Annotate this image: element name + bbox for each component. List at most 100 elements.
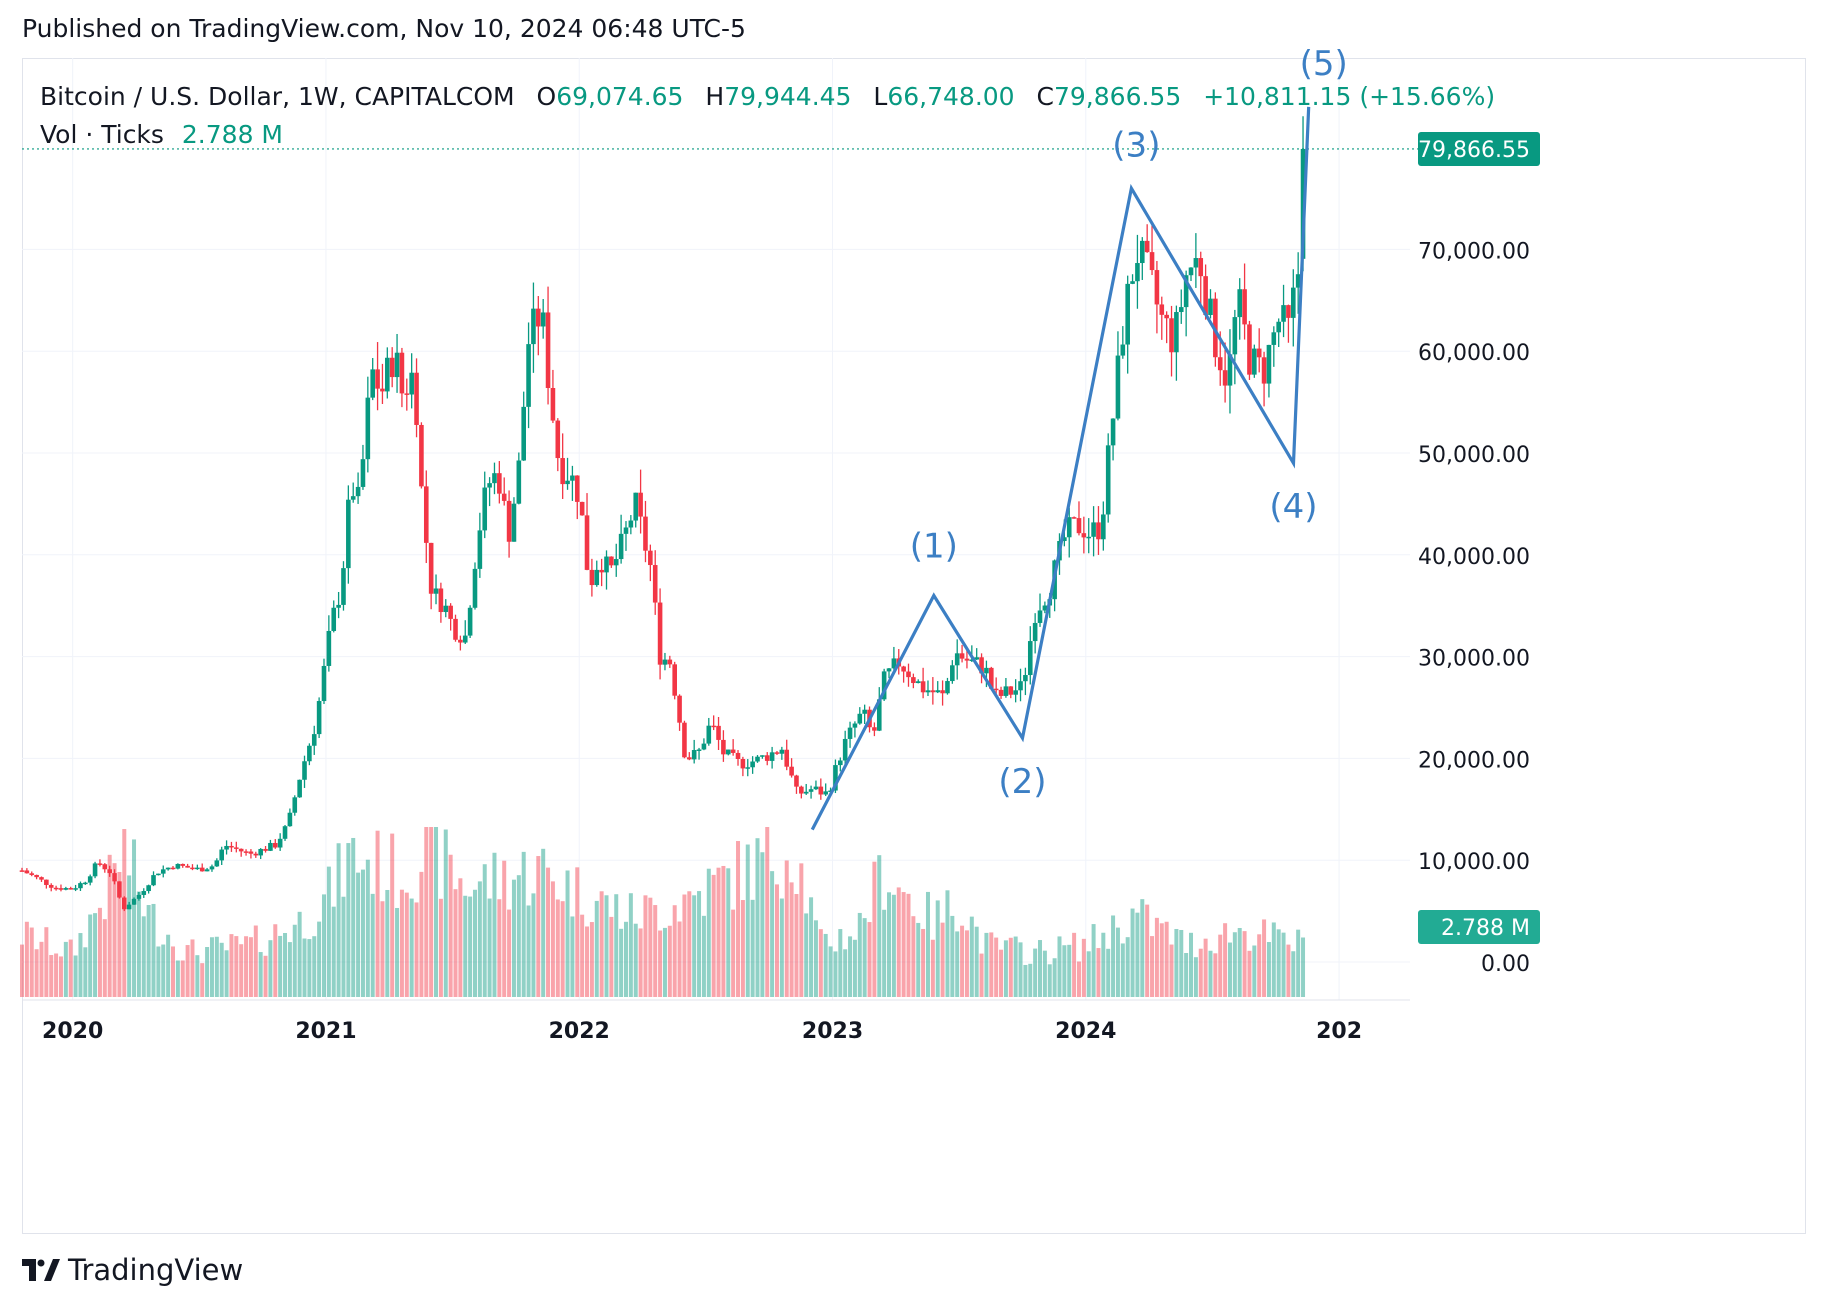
volume-bar [326, 866, 331, 997]
candle-body [506, 500, 512, 542]
candle-body [112, 873, 117, 882]
candle-body [1003, 686, 1009, 696]
candle-body [1208, 298, 1213, 315]
candle-body [799, 786, 804, 794]
candle-body [307, 745, 312, 762]
volume-bar [502, 860, 507, 997]
volume-bar [1067, 944, 1072, 997]
volume-bar [448, 854, 453, 997]
volume-bar [283, 933, 288, 997]
volume-bar [1101, 932, 1106, 997]
volume-bar [667, 925, 672, 997]
candle-body [1037, 610, 1043, 623]
candle-body [823, 791, 828, 795]
candle-body [453, 618, 458, 640]
candle-body [336, 604, 341, 608]
candle-body [1115, 355, 1121, 419]
volume-bar [784, 860, 789, 997]
candle-body [419, 424, 424, 487]
volume-bar [580, 914, 585, 997]
candle-body [238, 848, 244, 852]
candle-body [570, 475, 575, 481]
last-volume-badge [1418, 910, 1540, 944]
candle-body [838, 760, 843, 766]
candle-body [380, 388, 385, 392]
volume-bar [833, 951, 838, 997]
volume-bar [609, 916, 614, 997]
candle-body [165, 867, 171, 870]
candle-body [350, 496, 356, 500]
volume-bar [380, 901, 385, 997]
volume-bar [1145, 904, 1150, 997]
volume-bar [166, 934, 171, 997]
close-label: C [1036, 82, 1054, 111]
time-axis: 2020 2021 2022 2023 2024 202 [22, 999, 1612, 1050]
volume-bar [804, 913, 809, 997]
volume-bar [24, 921, 29, 997]
candle-body [730, 749, 736, 753]
volume-bar [701, 915, 706, 997]
candle-body [633, 492, 639, 521]
volume-bar [127, 875, 132, 997]
volume-bar [1174, 928, 1179, 997]
candle-body [682, 722, 687, 758]
volume-bar [1223, 923, 1228, 997]
candle-body [803, 791, 809, 794]
candle-body [1110, 418, 1116, 446]
candle-body [1105, 445, 1111, 515]
volume-bar [49, 955, 54, 997]
candle-body [375, 369, 380, 389]
volume-bar [1150, 936, 1155, 997]
volume-bar [370, 893, 375, 997]
volume-bar [862, 918, 867, 997]
volume-bar [463, 895, 468, 997]
candle-body [297, 779, 302, 798]
candle-body [190, 867, 195, 870]
volume-bar [468, 896, 473, 997]
volume-bar [750, 899, 755, 997]
candle-body [195, 867, 200, 870]
volume-bar [351, 837, 356, 997]
candle-body [857, 713, 863, 724]
volume-bar [994, 937, 999, 997]
candle-body [73, 888, 78, 890]
candle-body [1188, 267, 1194, 276]
y-tick-label: 40,000.00 [1418, 545, 1530, 570]
candle-body [458, 639, 463, 643]
volume-bar [1193, 957, 1198, 997]
candle-body [1027, 641, 1033, 676]
volume-bar [1262, 919, 1267, 997]
candle-body [1227, 354, 1233, 386]
volume-bar [132, 839, 137, 997]
volume-bar [848, 936, 853, 997]
candle-body [97, 863, 103, 865]
volume-bar [234, 936, 239, 997]
volume-bar [1052, 958, 1057, 997]
candle-body [253, 853, 259, 856]
candle-body [287, 812, 293, 827]
candle-body [609, 556, 614, 566]
volume-bars [20, 827, 1306, 997]
candle-body [472, 568, 478, 608]
candle-body [993, 688, 999, 691]
candle-body [1286, 305, 1291, 318]
candle-body [341, 568, 346, 605]
volume-bar [1266, 942, 1271, 997]
candle-body [1256, 348, 1262, 358]
volume-bar [102, 919, 107, 997]
candle-body [1169, 318, 1174, 353]
candle-body [672, 664, 677, 696]
candle-body [83, 882, 88, 885]
low-label: L [873, 82, 888, 111]
candle-body [774, 752, 780, 754]
volume-bar [141, 916, 146, 997]
x-tick-label: 2020 [42, 1019, 103, 1044]
symbol-legend: Bitcoin / U.S. Dollar, 1W, CAPITALCOM O6… [40, 82, 1495, 111]
volume-bar [1276, 929, 1281, 997]
volume-bar [585, 926, 590, 997]
candle-body [492, 473, 497, 484]
volume-bar [916, 922, 921, 997]
tradingview-logo-icon [22, 1259, 60, 1281]
volume-bar [1208, 950, 1213, 997]
